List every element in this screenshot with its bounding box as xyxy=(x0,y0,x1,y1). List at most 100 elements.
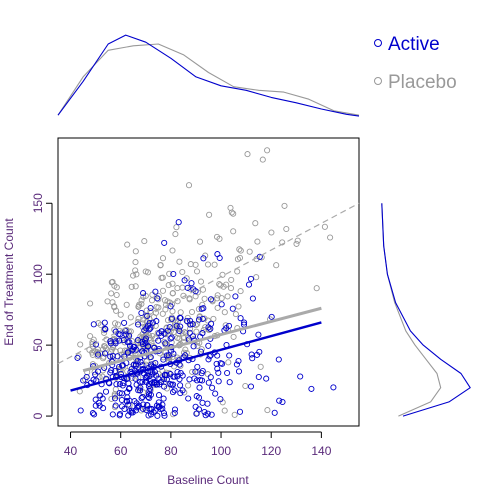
active-point xyxy=(179,372,186,379)
placebo-point xyxy=(87,300,94,307)
active-point xyxy=(174,368,181,376)
x-axis: 40 60 80 100 120 140 xyxy=(64,431,332,458)
active-point xyxy=(145,383,152,390)
active-point xyxy=(177,382,184,389)
active-point xyxy=(142,335,150,342)
placebo-point xyxy=(281,202,288,209)
placebo-point xyxy=(214,295,221,302)
right-density-plot xyxy=(381,203,471,417)
placebo-point xyxy=(108,346,115,353)
active-point xyxy=(275,356,282,363)
active-point xyxy=(92,396,99,403)
active-point xyxy=(330,384,337,391)
active-right-density xyxy=(381,203,471,417)
active-point xyxy=(215,378,222,385)
legend-placebo-label: Placebo xyxy=(388,72,457,93)
active-point xyxy=(241,319,248,326)
placebo-point xyxy=(109,278,116,285)
placebo-point xyxy=(179,284,186,291)
active-point xyxy=(237,315,244,322)
active-point xyxy=(263,375,270,382)
active-point xyxy=(163,352,170,359)
active-point xyxy=(201,408,208,416)
active-point xyxy=(248,351,255,358)
active-point xyxy=(212,390,219,397)
placebo-point xyxy=(206,211,213,218)
active-point xyxy=(236,408,244,415)
active-point xyxy=(229,305,236,312)
active-point xyxy=(140,290,147,297)
active-point xyxy=(177,390,184,397)
active-point xyxy=(199,367,206,375)
placebo-point xyxy=(259,156,266,163)
active-point xyxy=(116,363,123,370)
placebo-point xyxy=(169,290,176,297)
active-point xyxy=(161,239,168,246)
placebo-point xyxy=(90,336,97,343)
legend-placebo-marker xyxy=(374,77,382,85)
active-point xyxy=(91,411,98,418)
active-point xyxy=(92,371,99,378)
placebo-point xyxy=(113,291,120,299)
active-point xyxy=(109,352,116,359)
active-point xyxy=(89,410,96,417)
points-layer xyxy=(74,147,337,419)
x-tick-label: 60 xyxy=(114,444,128,458)
placebo-point xyxy=(132,267,139,274)
top-density-plot xyxy=(57,34,360,117)
x-axis-label: Baseline Count xyxy=(167,473,249,487)
placebo-point xyxy=(176,258,183,265)
placebo-point xyxy=(194,342,201,349)
active-point xyxy=(181,277,188,284)
active-point xyxy=(154,295,161,302)
active-point xyxy=(232,293,239,300)
placebo-point xyxy=(141,238,148,245)
active-point xyxy=(146,394,153,402)
active-point xyxy=(112,328,119,335)
placebo-point xyxy=(108,395,115,402)
placebo-point xyxy=(174,285,181,292)
x-tick-label: 120 xyxy=(261,444,281,458)
active-point xyxy=(90,321,97,328)
active-point xyxy=(188,280,195,287)
active-point xyxy=(168,334,175,341)
active-point xyxy=(134,404,141,411)
active-point xyxy=(126,339,133,346)
active-point xyxy=(226,352,233,359)
active-point xyxy=(109,411,116,418)
placebo-point xyxy=(235,303,242,310)
active-point xyxy=(186,329,193,336)
active-point xyxy=(166,324,173,331)
active-point xyxy=(200,305,207,312)
active-point xyxy=(139,341,146,348)
active-point xyxy=(245,281,253,288)
active-point xyxy=(102,388,110,395)
active-point xyxy=(192,403,199,410)
placebo-point xyxy=(210,315,217,322)
active-point xyxy=(147,411,155,418)
active-point xyxy=(170,381,177,388)
active-point xyxy=(161,412,168,419)
active-point xyxy=(139,378,146,386)
active-point xyxy=(196,384,203,391)
placebo-point xyxy=(294,237,301,244)
fit-lines-layer xyxy=(57,202,360,392)
active-point xyxy=(135,321,142,328)
active-point xyxy=(149,319,156,326)
active-point xyxy=(113,381,120,388)
y-axis-label: End of Treatment Count xyxy=(2,218,16,346)
active-point xyxy=(139,405,146,412)
placebo-point xyxy=(173,224,180,231)
active-point xyxy=(148,361,155,368)
placebo-point xyxy=(236,246,243,253)
placebo-point xyxy=(237,247,244,254)
active-point xyxy=(118,403,126,410)
active-point xyxy=(121,319,128,326)
placebo-point xyxy=(160,354,167,361)
active-point xyxy=(199,315,206,322)
active-point xyxy=(173,322,180,329)
active-point xyxy=(157,406,164,413)
placebo-point xyxy=(234,268,241,275)
placebo-point xyxy=(293,240,300,247)
